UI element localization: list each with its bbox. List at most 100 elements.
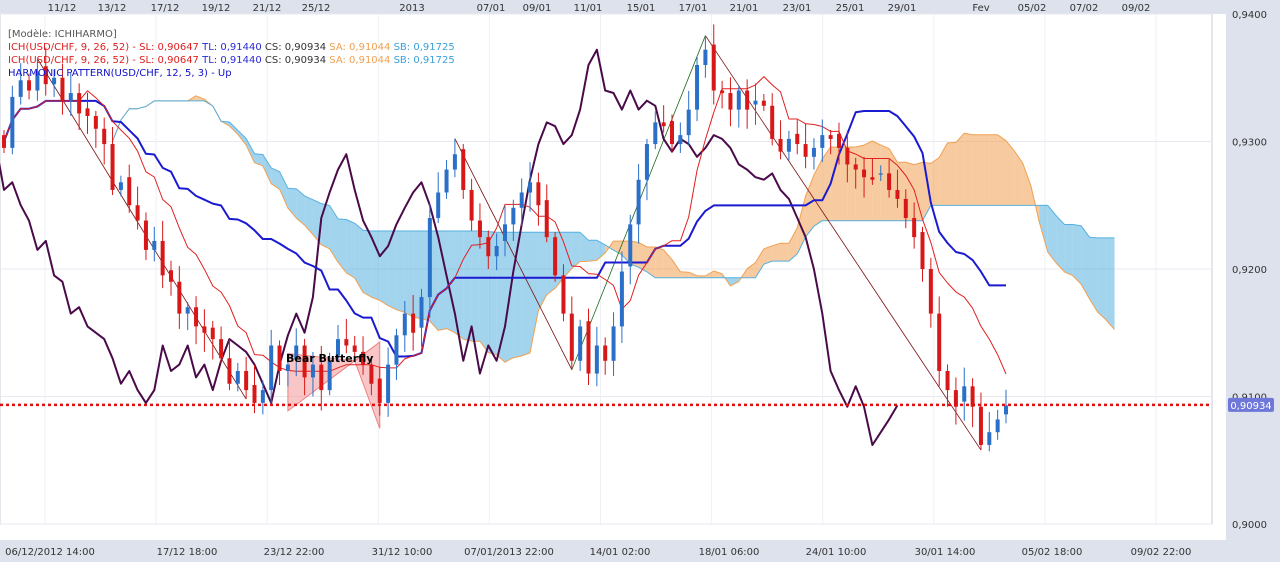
candle-body xyxy=(561,275,566,314)
candle-body xyxy=(978,406,983,445)
candle-body xyxy=(60,77,65,101)
kumo-segment xyxy=(914,162,923,221)
kumo-segment xyxy=(454,230,464,340)
top-tick-label: 2013 xyxy=(399,3,424,14)
candle-body xyxy=(402,313,407,336)
kumo-segment xyxy=(521,232,531,356)
candle-body xyxy=(544,200,549,238)
candle-body xyxy=(327,360,332,391)
top-tick-label: 05/02 xyxy=(1018,3,1047,14)
kumo-segment xyxy=(371,230,380,301)
candle-body xyxy=(93,116,98,129)
legend-harmonic-line: HARMONIC PATTERN(USD/CHF, 12, 5, 3) - Up xyxy=(8,68,232,79)
kumo-segment xyxy=(621,241,631,264)
legend-part: TL: 0,91440 xyxy=(199,55,262,66)
top-axis-band xyxy=(0,0,1226,14)
kumo-segment xyxy=(897,162,906,221)
candle-body xyxy=(912,218,917,238)
candle-body xyxy=(68,93,73,101)
y-tick-label: 0,9000 xyxy=(1232,520,1267,531)
chikou-span-line xyxy=(0,48,899,446)
candle-body xyxy=(102,128,107,145)
kumo-segment xyxy=(989,134,998,206)
kumo-segment xyxy=(1106,237,1115,330)
legend-part: SA: 0,91044 xyxy=(326,55,390,66)
kumo-segment xyxy=(646,246,656,278)
kumo-segment xyxy=(588,240,597,262)
bottom-axis-ticks: 06/12/2012 14:00 17/12 18:00 23/12 22:00 31… xyxy=(5,547,1191,558)
kumo-segment xyxy=(613,241,622,255)
kumo-segment xyxy=(296,188,305,226)
kumo-segment xyxy=(980,134,990,206)
candle-body xyxy=(235,371,240,384)
candle-body xyxy=(469,189,474,221)
candle-body xyxy=(194,307,199,327)
candle-body xyxy=(519,192,524,208)
candle-body xyxy=(828,135,833,139)
candle-body xyxy=(578,326,583,361)
kumo-segment xyxy=(630,241,639,268)
top-tick-label: 17/12 xyxy=(151,3,180,14)
last-price-value: 0,90934 xyxy=(1230,401,1271,412)
kumo-segment xyxy=(438,230,447,331)
kumo-segment xyxy=(246,138,255,163)
candle-body xyxy=(803,144,808,157)
kumo-segment xyxy=(655,246,664,278)
legend-part: CS: 0,90934 xyxy=(262,42,326,53)
candle-body xyxy=(419,297,424,328)
kumo-segment xyxy=(321,203,330,249)
legend-part: ICH(USD/CHF, 9, 26, 52) - SL: 0,90647 xyxy=(8,55,199,66)
candle-body xyxy=(202,326,207,333)
kumo-segment xyxy=(363,230,372,298)
candle-body xyxy=(695,65,700,110)
top-tick-label: 23/01 xyxy=(783,3,812,14)
candle-body xyxy=(569,313,574,361)
candle-body xyxy=(386,364,391,403)
kumo-segment xyxy=(638,242,647,272)
kumo-segment xyxy=(755,248,764,278)
candle-body xyxy=(135,205,140,221)
kumo-segment xyxy=(889,148,898,221)
candle-body xyxy=(511,207,516,225)
candle-body xyxy=(169,270,173,282)
candle-body xyxy=(903,198,908,218)
candle-body xyxy=(670,121,674,145)
kumo-segment xyxy=(772,243,781,262)
kumo-segment xyxy=(479,230,489,353)
kumo-segment xyxy=(813,158,823,227)
candle-body xyxy=(427,218,432,298)
kumo-segment xyxy=(346,219,355,278)
candle-body xyxy=(310,364,315,378)
candle-body xyxy=(711,44,716,91)
candle-body xyxy=(995,419,1000,433)
candle-body xyxy=(277,345,282,371)
kumo-segment xyxy=(329,205,338,263)
kumo-segment xyxy=(680,271,689,278)
candle-body xyxy=(152,240,157,250)
candle-body xyxy=(653,122,658,145)
candle-body xyxy=(160,240,165,276)
harmonic-swing-1 xyxy=(37,58,247,400)
candle-body xyxy=(536,182,541,206)
candle-body xyxy=(945,371,950,391)
top-tick-label: 07/01 xyxy=(477,3,506,14)
candle-body xyxy=(52,77,57,85)
kumo-segment xyxy=(864,140,873,221)
top-tick-label: 11/01 xyxy=(574,3,603,14)
candle-body xyxy=(845,147,850,165)
top-tick-label: 21/01 xyxy=(730,3,759,14)
kumo-segment xyxy=(1006,140,1015,206)
bottom-tick-label: 09/02 22:00 xyxy=(1131,547,1192,558)
candle-body xyxy=(761,100,766,106)
candle-body xyxy=(953,390,958,407)
legend-part: HARMONIC PATTERN(USD/CHF, 12, 5, 3) - Up xyxy=(8,68,232,79)
kumo-segment xyxy=(287,188,297,219)
kumo-segment xyxy=(672,259,681,278)
kumo-segment xyxy=(354,223,364,293)
kumo-segment xyxy=(580,232,589,262)
candle-body xyxy=(586,321,591,374)
candle-body xyxy=(870,177,875,180)
top-tick-label: 17/01 xyxy=(679,3,708,14)
candle-body xyxy=(77,93,82,114)
